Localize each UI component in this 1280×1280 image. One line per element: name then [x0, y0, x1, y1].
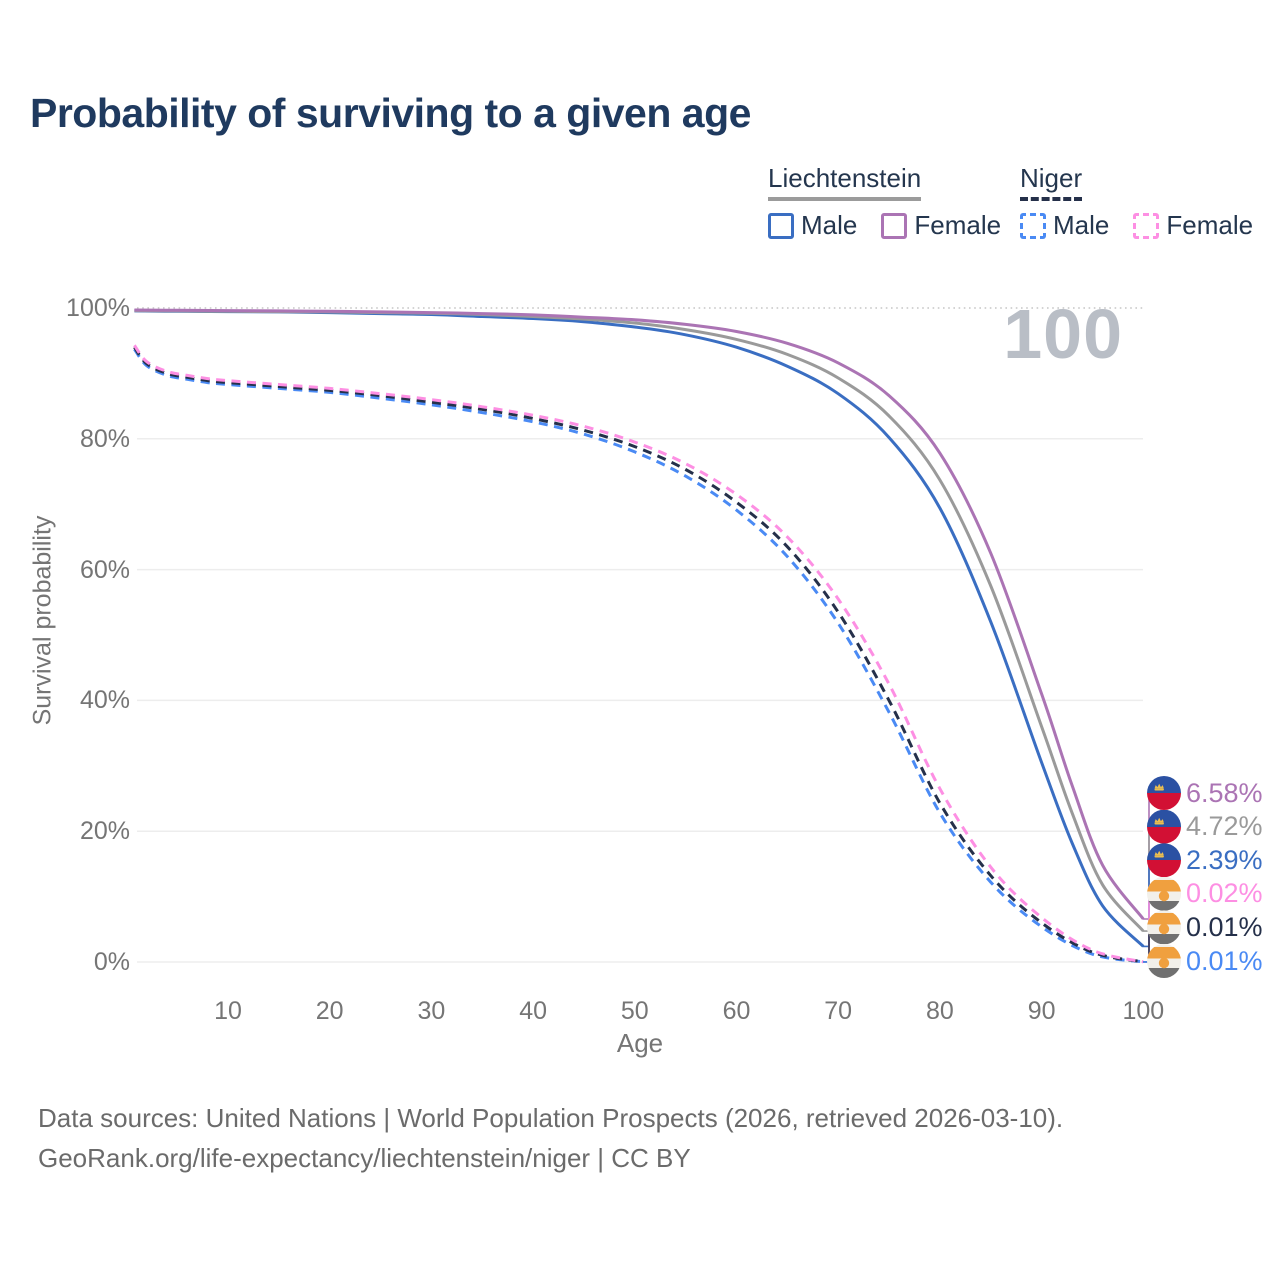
legend-item-niger-female[interactable]: Female — [1133, 210, 1253, 241]
legend-item-liechtenstein-male[interactable]: Male — [768, 210, 857, 241]
end-label-liech_combined: 4.72% — [1147, 810, 1263, 844]
page-title: Probability of surviving to a given age — [30, 90, 751, 136]
x-tick-90: 90 — [1027, 997, 1056, 1025]
legend-item-label: Female — [1166, 210, 1254, 240]
y-tick-0: 0% — [93, 948, 130, 976]
niger-female-checkbox-icon — [1133, 212, 1160, 239]
x-tick-30: 30 — [417, 997, 446, 1025]
x-tick-40: 40 — [519, 997, 547, 1025]
x-tick-10: 10 — [214, 997, 242, 1025]
legend-item-label: Female — [914, 210, 1002, 240]
y-tick-60: 60% — [79, 555, 130, 584]
liechtenstein-flag-icon — [1147, 843, 1181, 877]
x-tick-20: 20 — [315, 997, 344, 1025]
end-label-liech_male: 2.39% — [1147, 843, 1263, 877]
niger-flag-icon — [1147, 944, 1181, 978]
liechtenstein-flag-icon — [1147, 810, 1181, 844]
niger-flag-icon — [1147, 910, 1181, 944]
liechtenstein-male-checkbox-icon — [768, 212, 794, 239]
legend-item-label: Male — [1053, 210, 1110, 240]
end-label-value: 2.39% — [1186, 844, 1263, 875]
legend-item-liechtenstein-female[interactable]: Female — [881, 210, 1001, 241]
liechtenstein-female-checkbox-icon — [881, 212, 908, 239]
legend-item-niger-male[interactable]: Male — [1020, 210, 1109, 241]
legend-group-liechtenstein: Liechtenstein Male Female — [768, 163, 1001, 241]
curve-niger_combined — [133, 346, 1144, 964]
end-label-value: 6.58% — [1186, 777, 1263, 808]
niger-flag-icon — [1147, 877, 1181, 911]
legend-item-label: Male — [801, 210, 858, 240]
data-sources-text: Data sources: United Nations | World Pop… — [38, 1103, 1064, 1133]
attribution-text: GeoRank.org/life-expectancy/liechtenstei… — [38, 1143, 691, 1173]
legend-header-liechtenstein: Liechtenstein — [768, 163, 922, 201]
x-tick-70: 70 — [824, 997, 853, 1025]
y-tick-40: 40% — [79, 686, 130, 715]
age-counter-watermark: 100 — [1003, 295, 1123, 373]
end-label-niger_combined: 0.01% — [1147, 910, 1263, 944]
end-label-niger_female: 0.02% — [1147, 877, 1263, 911]
curve-niger_female — [133, 344, 1144, 964]
y-tick-20: 20% — [79, 817, 130, 846]
legend-header-niger: Niger — [1020, 163, 1083, 201]
end-label-value: 0.01% — [1186, 945, 1263, 976]
end-label-value: 0.02% — [1186, 878, 1263, 909]
end-label-liech_female: 6.58% — [1147, 776, 1263, 810]
curve-liech_female — [134, 308, 1145, 920]
x-tick-100: 100 — [1122, 997, 1165, 1025]
end-label-value: 4.72% — [1186, 811, 1263, 842]
y-tick-100: 100% — [66, 294, 130, 322]
x-tick-60: 60 — [722, 997, 751, 1025]
legend-group-niger: Niger Male Female — [1020, 163, 1253, 241]
end-label-niger_male: 0.01% — [1147, 944, 1263, 978]
curve-liech_male — [134, 309, 1145, 948]
end-label-value: 0.01% — [1186, 911, 1263, 942]
x-tick-80: 80 — [925, 997, 954, 1025]
y-tick-80: 80% — [79, 424, 130, 453]
x-tick-50: 50 — [620, 997, 649, 1025]
x-axis-title: Age — [616, 1028, 664, 1058]
niger-male-checkbox-icon — [1020, 212, 1046, 239]
y-axis-title: Survival probability — [28, 515, 57, 726]
curve-niger_male — [133, 348, 1144, 964]
liechtenstein-flag-icon — [1147, 776, 1181, 810]
